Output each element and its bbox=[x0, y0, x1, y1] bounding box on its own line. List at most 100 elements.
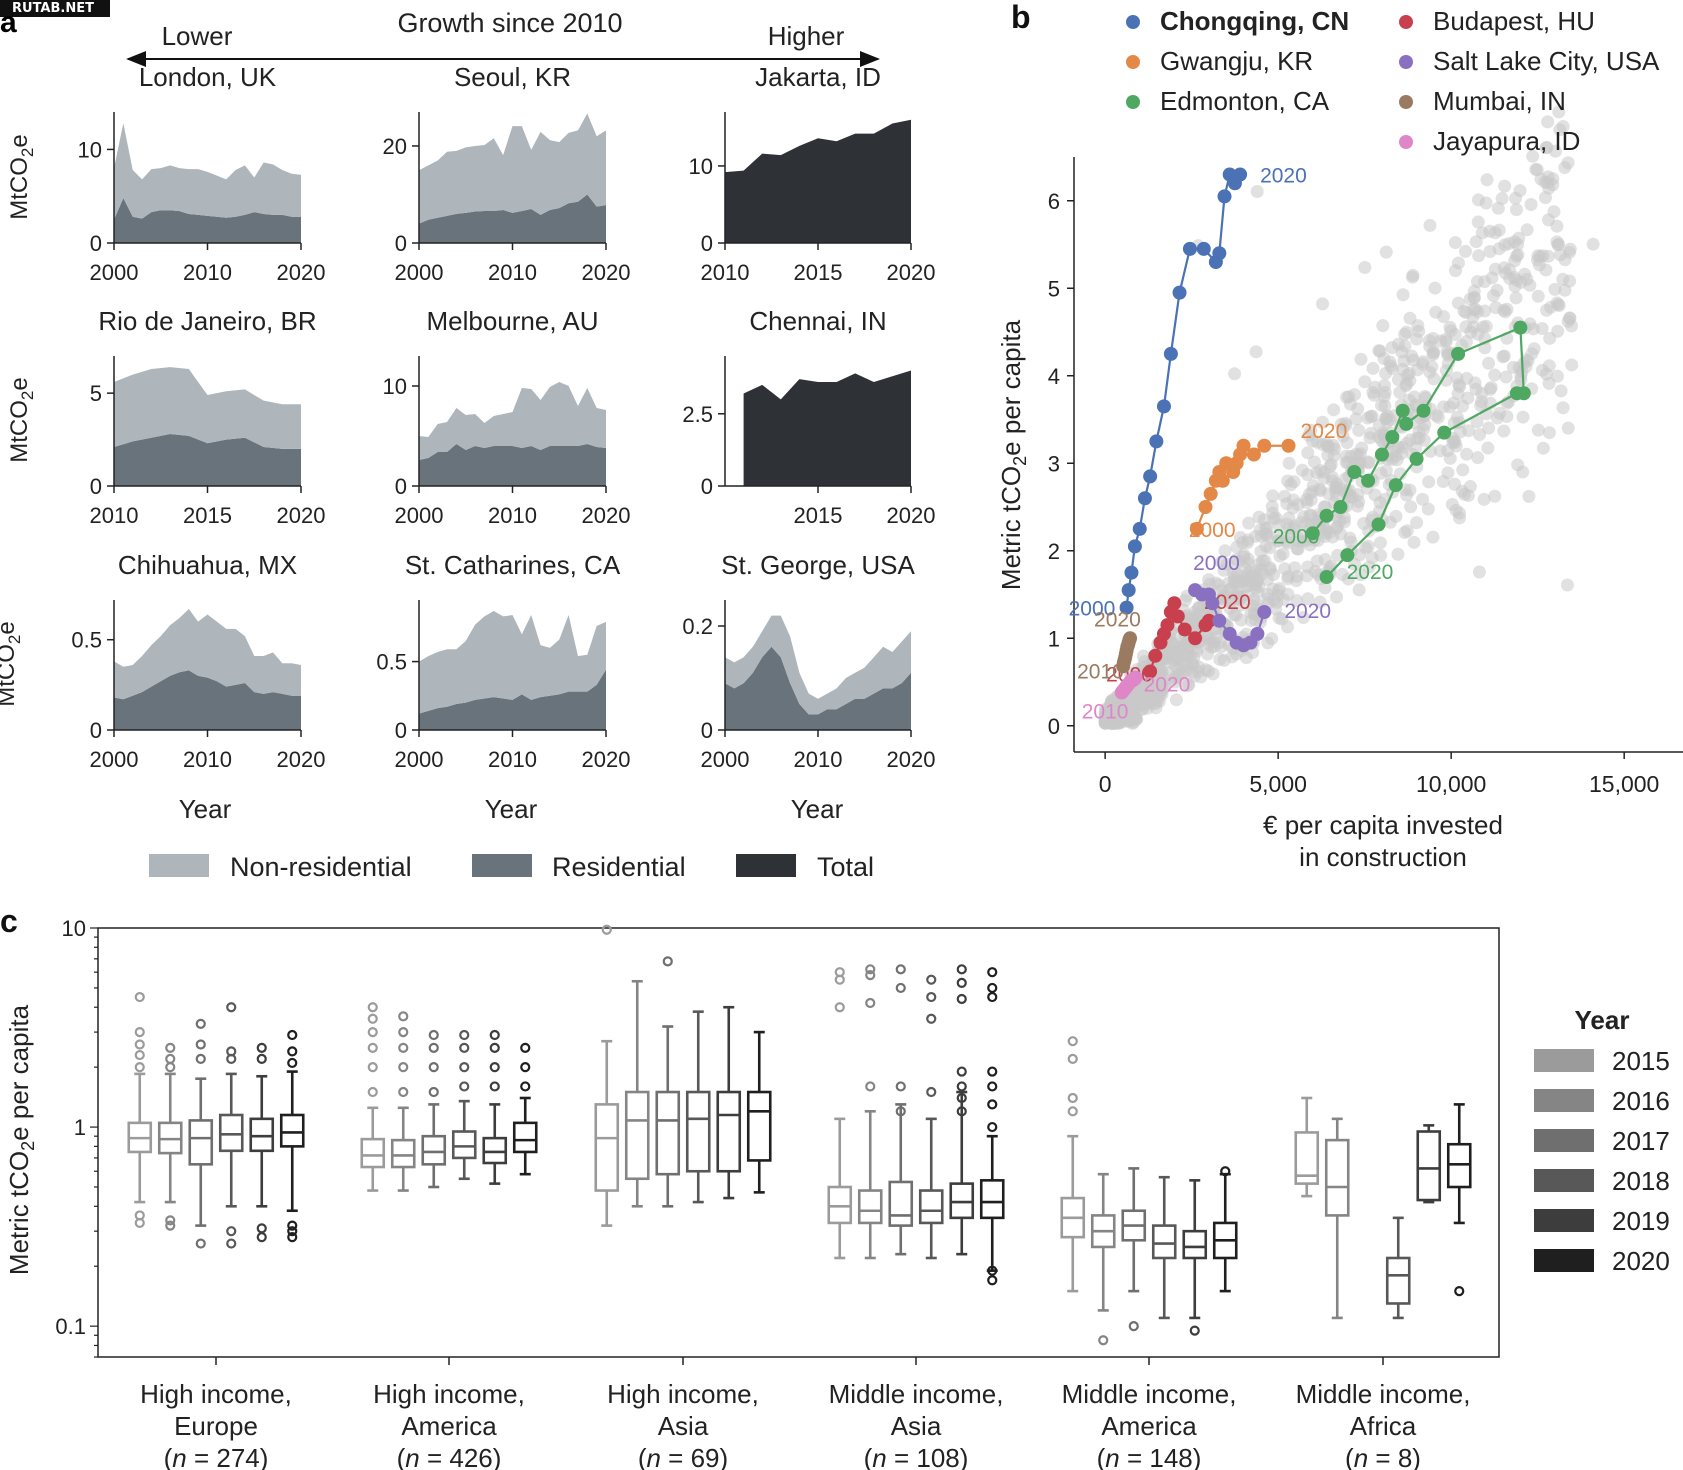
outlier-point bbox=[865, 997, 876, 1009]
background-point bbox=[1242, 516, 1256, 530]
background-point bbox=[1126, 700, 1140, 714]
n-value: = 8) bbox=[1368, 1443, 1421, 1470]
group-n-label: (n = 69) bbox=[638, 1443, 728, 1470]
box-2017 bbox=[655, 1025, 681, 1208]
end-year-label: 2020 bbox=[1284, 600, 1331, 623]
background-point bbox=[1428, 281, 1442, 295]
background-point bbox=[1441, 466, 1455, 480]
background-point bbox=[1373, 344, 1387, 358]
background-point bbox=[1149, 701, 1163, 715]
n-paren: ( bbox=[397, 1443, 406, 1470]
background-point bbox=[1448, 477, 1462, 491]
xlabel-year-2: Year bbox=[485, 794, 538, 824]
ylabel-part: Metric tCO bbox=[4, 1151, 34, 1275]
ylabel-part: e per capita bbox=[996, 319, 1026, 455]
legend-swatch-2015 bbox=[1534, 1049, 1594, 1072]
area-residential bbox=[114, 670, 301, 730]
iqr-box bbox=[279, 1113, 305, 1148]
background-point bbox=[1552, 105, 1566, 119]
background-point bbox=[1437, 310, 1451, 324]
background-point bbox=[1171, 670, 1185, 684]
legend-marker-budapest-hu bbox=[1399, 15, 1413, 29]
background-point bbox=[1441, 357, 1455, 371]
background-point bbox=[1250, 185, 1264, 199]
small-multiple-melbourne-au: Melbourne, AU 0 10 2000 2010 2020 bbox=[383, 306, 631, 528]
background-point bbox=[1457, 304, 1471, 318]
background-point bbox=[1349, 412, 1363, 426]
area-residential bbox=[114, 198, 301, 243]
group-n-label: (n = 426) bbox=[397, 1443, 502, 1470]
background-point bbox=[1542, 376, 1556, 390]
background-point bbox=[1366, 385, 1380, 399]
chart-title: London, UK bbox=[139, 62, 277, 92]
data-point bbox=[1371, 517, 1386, 532]
background-point bbox=[1561, 421, 1575, 435]
ylabel-sub: 2 bbox=[18, 148, 37, 157]
legend-label-gwangju-kr: Gwangju, KR bbox=[1160, 46, 1313, 76]
panel-a-label: a bbox=[0, 6, 17, 39]
background-point bbox=[1539, 141, 1553, 155]
data-point bbox=[1156, 399, 1171, 414]
background-point bbox=[1364, 426, 1378, 440]
background-point bbox=[1474, 395, 1488, 409]
box-2018 bbox=[685, 1010, 711, 1204]
box-2019 bbox=[1416, 1124, 1442, 1204]
outlier-point bbox=[520, 1081, 531, 1092]
background-point bbox=[1531, 423, 1545, 437]
y-axis-title-row-2: MtCO2e bbox=[6, 377, 37, 463]
box-2020 bbox=[512, 1096, 538, 1176]
box-2020 bbox=[1212, 1172, 1238, 1293]
background-point bbox=[1546, 178, 1560, 192]
background-point bbox=[1266, 489, 1280, 503]
y-tick-label: 10 bbox=[62, 916, 86, 941]
year-legend: Year 2015 2016 2017 2018 2019 2020 bbox=[1534, 1005, 1670, 1276]
background-point bbox=[1398, 327, 1412, 341]
x-tick-label: 2020 bbox=[887, 747, 936, 772]
background-point bbox=[1404, 500, 1418, 514]
data-point bbox=[1132, 521, 1147, 536]
data-point bbox=[1347, 465, 1362, 479]
series-chongqing-cn: 2000 2020 bbox=[1069, 165, 1307, 621]
y-tick-label: 0.5 bbox=[71, 628, 102, 653]
outlier-point bbox=[398, 1026, 409, 1038]
background-point bbox=[1230, 552, 1243, 566]
end-year-label: 2020 bbox=[1301, 420, 1348, 443]
background-point bbox=[1429, 408, 1443, 422]
x-tick-label: 2015 bbox=[794, 260, 843, 285]
background-point bbox=[1403, 374, 1417, 388]
background-point bbox=[1273, 549, 1287, 563]
panel-a-ylabels: MtCO2eMtCO2eMtCO2e bbox=[0, 134, 37, 707]
data-point bbox=[1170, 609, 1185, 624]
background-point bbox=[1458, 244, 1472, 258]
background-point bbox=[1425, 360, 1439, 374]
outlier-point bbox=[956, 993, 967, 1005]
iqr-box bbox=[218, 1113, 244, 1153]
legend-swatch-2017 bbox=[1534, 1129, 1594, 1152]
n-paren: ( bbox=[1345, 1443, 1354, 1470]
background-point bbox=[1181, 679, 1195, 693]
background-point bbox=[1490, 411, 1504, 425]
background-point bbox=[1234, 613, 1248, 627]
background-point bbox=[1450, 410, 1464, 424]
ylabel-part: Metric tCO bbox=[996, 466, 1026, 590]
background-point bbox=[1112, 711, 1126, 725]
group-label-line1: High income, bbox=[607, 1379, 759, 1409]
iqr-box bbox=[624, 1090, 650, 1181]
background-point bbox=[1416, 492, 1430, 506]
n-paren: ( bbox=[864, 1443, 873, 1470]
box-2016 bbox=[624, 979, 650, 1208]
outlier-point bbox=[287, 1232, 298, 1243]
background-point bbox=[1542, 426, 1556, 440]
background-point bbox=[1488, 489, 1502, 503]
y-tick-label: 2 bbox=[1048, 539, 1060, 564]
outlier-point bbox=[428, 1062, 439, 1073]
outlier-point bbox=[134, 1039, 145, 1050]
background-point bbox=[1327, 403, 1341, 417]
legend-swatch-2020 bbox=[1534, 1249, 1594, 1272]
data-point bbox=[1215, 473, 1230, 488]
background-point bbox=[1479, 319, 1493, 333]
outlier-point bbox=[226, 1226, 237, 1237]
outlier-point bbox=[367, 1013, 378, 1024]
background-point bbox=[1351, 499, 1365, 513]
